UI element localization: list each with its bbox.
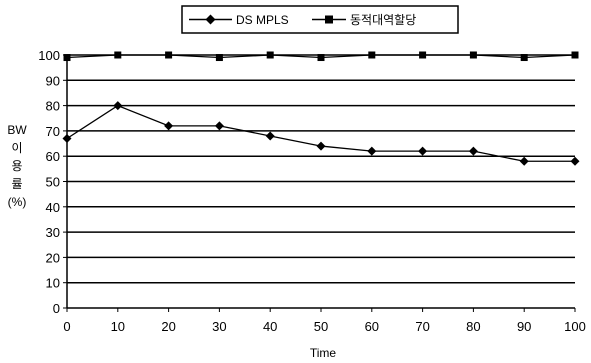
y-tick-label: 10	[46, 276, 60, 291]
y-tick-label: 80	[46, 99, 60, 114]
data-point-square	[215, 54, 223, 62]
axes	[63, 54, 576, 312]
x-tick-label: 90	[517, 319, 531, 334]
legend-label-ds-mpls: DS MPLS	[236, 13, 289, 27]
data-point-diamond	[113, 101, 123, 111]
data-point-square	[520, 54, 528, 62]
data-point-diamond	[468, 146, 478, 156]
y-tick-label: 90	[46, 73, 60, 88]
series-markers	[62, 51, 580, 166]
y-tick-label: 60	[46, 149, 60, 164]
legend-label-dynamic-bandwidth: 동적대역할당	[350, 13, 416, 27]
y-axis-title: BW 이 용 률 (%)	[7, 123, 27, 209]
x-tick-labels: 0 10 20 30 40 50 60 70 80 90 100	[63, 319, 585, 334]
data-point-square	[317, 54, 325, 62]
data-point-diamond	[62, 133, 72, 143]
y-tick-label: 20	[46, 250, 60, 265]
x-tick-label: 20	[161, 319, 175, 334]
y-axis-title-line: 이	[11, 141, 22, 155]
y-axis-title-line: 용	[11, 159, 22, 173]
x-axis-title: Time	[310, 346, 337, 360]
legend-marker-square-icon	[325, 15, 333, 24]
x-tick-label: 10	[111, 319, 125, 334]
y-tick-label: 70	[46, 124, 60, 139]
x-tick-label: 50	[314, 319, 328, 334]
legend-marker-diamond-icon	[205, 14, 216, 25]
y-axis-title-line: BW	[7, 123, 27, 137]
data-point-square	[368, 51, 376, 59]
y-tick-label: 30	[46, 225, 60, 240]
x-tick-label: 70	[415, 319, 429, 334]
data-point-diamond	[570, 156, 580, 166]
data-point-square	[114, 51, 122, 59]
x-tick-label: 0	[63, 319, 70, 334]
y-tick-label: 100	[38, 48, 60, 63]
data-point-diamond	[316, 141, 326, 151]
data-point-diamond	[519, 156, 529, 166]
data-point-square	[419, 51, 427, 59]
data-point-diamond	[214, 121, 224, 131]
data-point-square	[266, 51, 274, 59]
x-tick-label: 40	[263, 319, 277, 334]
y-tick-label: 0	[53, 301, 60, 316]
data-point-square	[165, 51, 173, 59]
data-point-diamond	[164, 121, 174, 131]
data-point-square	[571, 51, 579, 59]
data-point-square	[469, 51, 477, 59]
x-tick-label: 100	[564, 319, 586, 334]
y-tick-label: 50	[46, 175, 60, 190]
y-axis-title-line: 률	[11, 177, 22, 191]
data-point-diamond	[418, 146, 428, 156]
y-tick-labels: 0 10 20 30 40 50 60 70 80 90 100	[38, 48, 60, 316]
legend: DS MPLS 동적대역할당	[181, 5, 459, 34]
x-tick-label: 30	[212, 319, 226, 334]
x-tick-label: 60	[365, 319, 379, 334]
y-axis-title-line: (%)	[8, 195, 27, 209]
data-point-square	[63, 54, 71, 62]
data-point-diamond	[367, 146, 377, 156]
x-tick-label: 80	[466, 319, 480, 334]
y-tick-label: 40	[46, 200, 60, 215]
data-point-diamond	[265, 131, 275, 141]
